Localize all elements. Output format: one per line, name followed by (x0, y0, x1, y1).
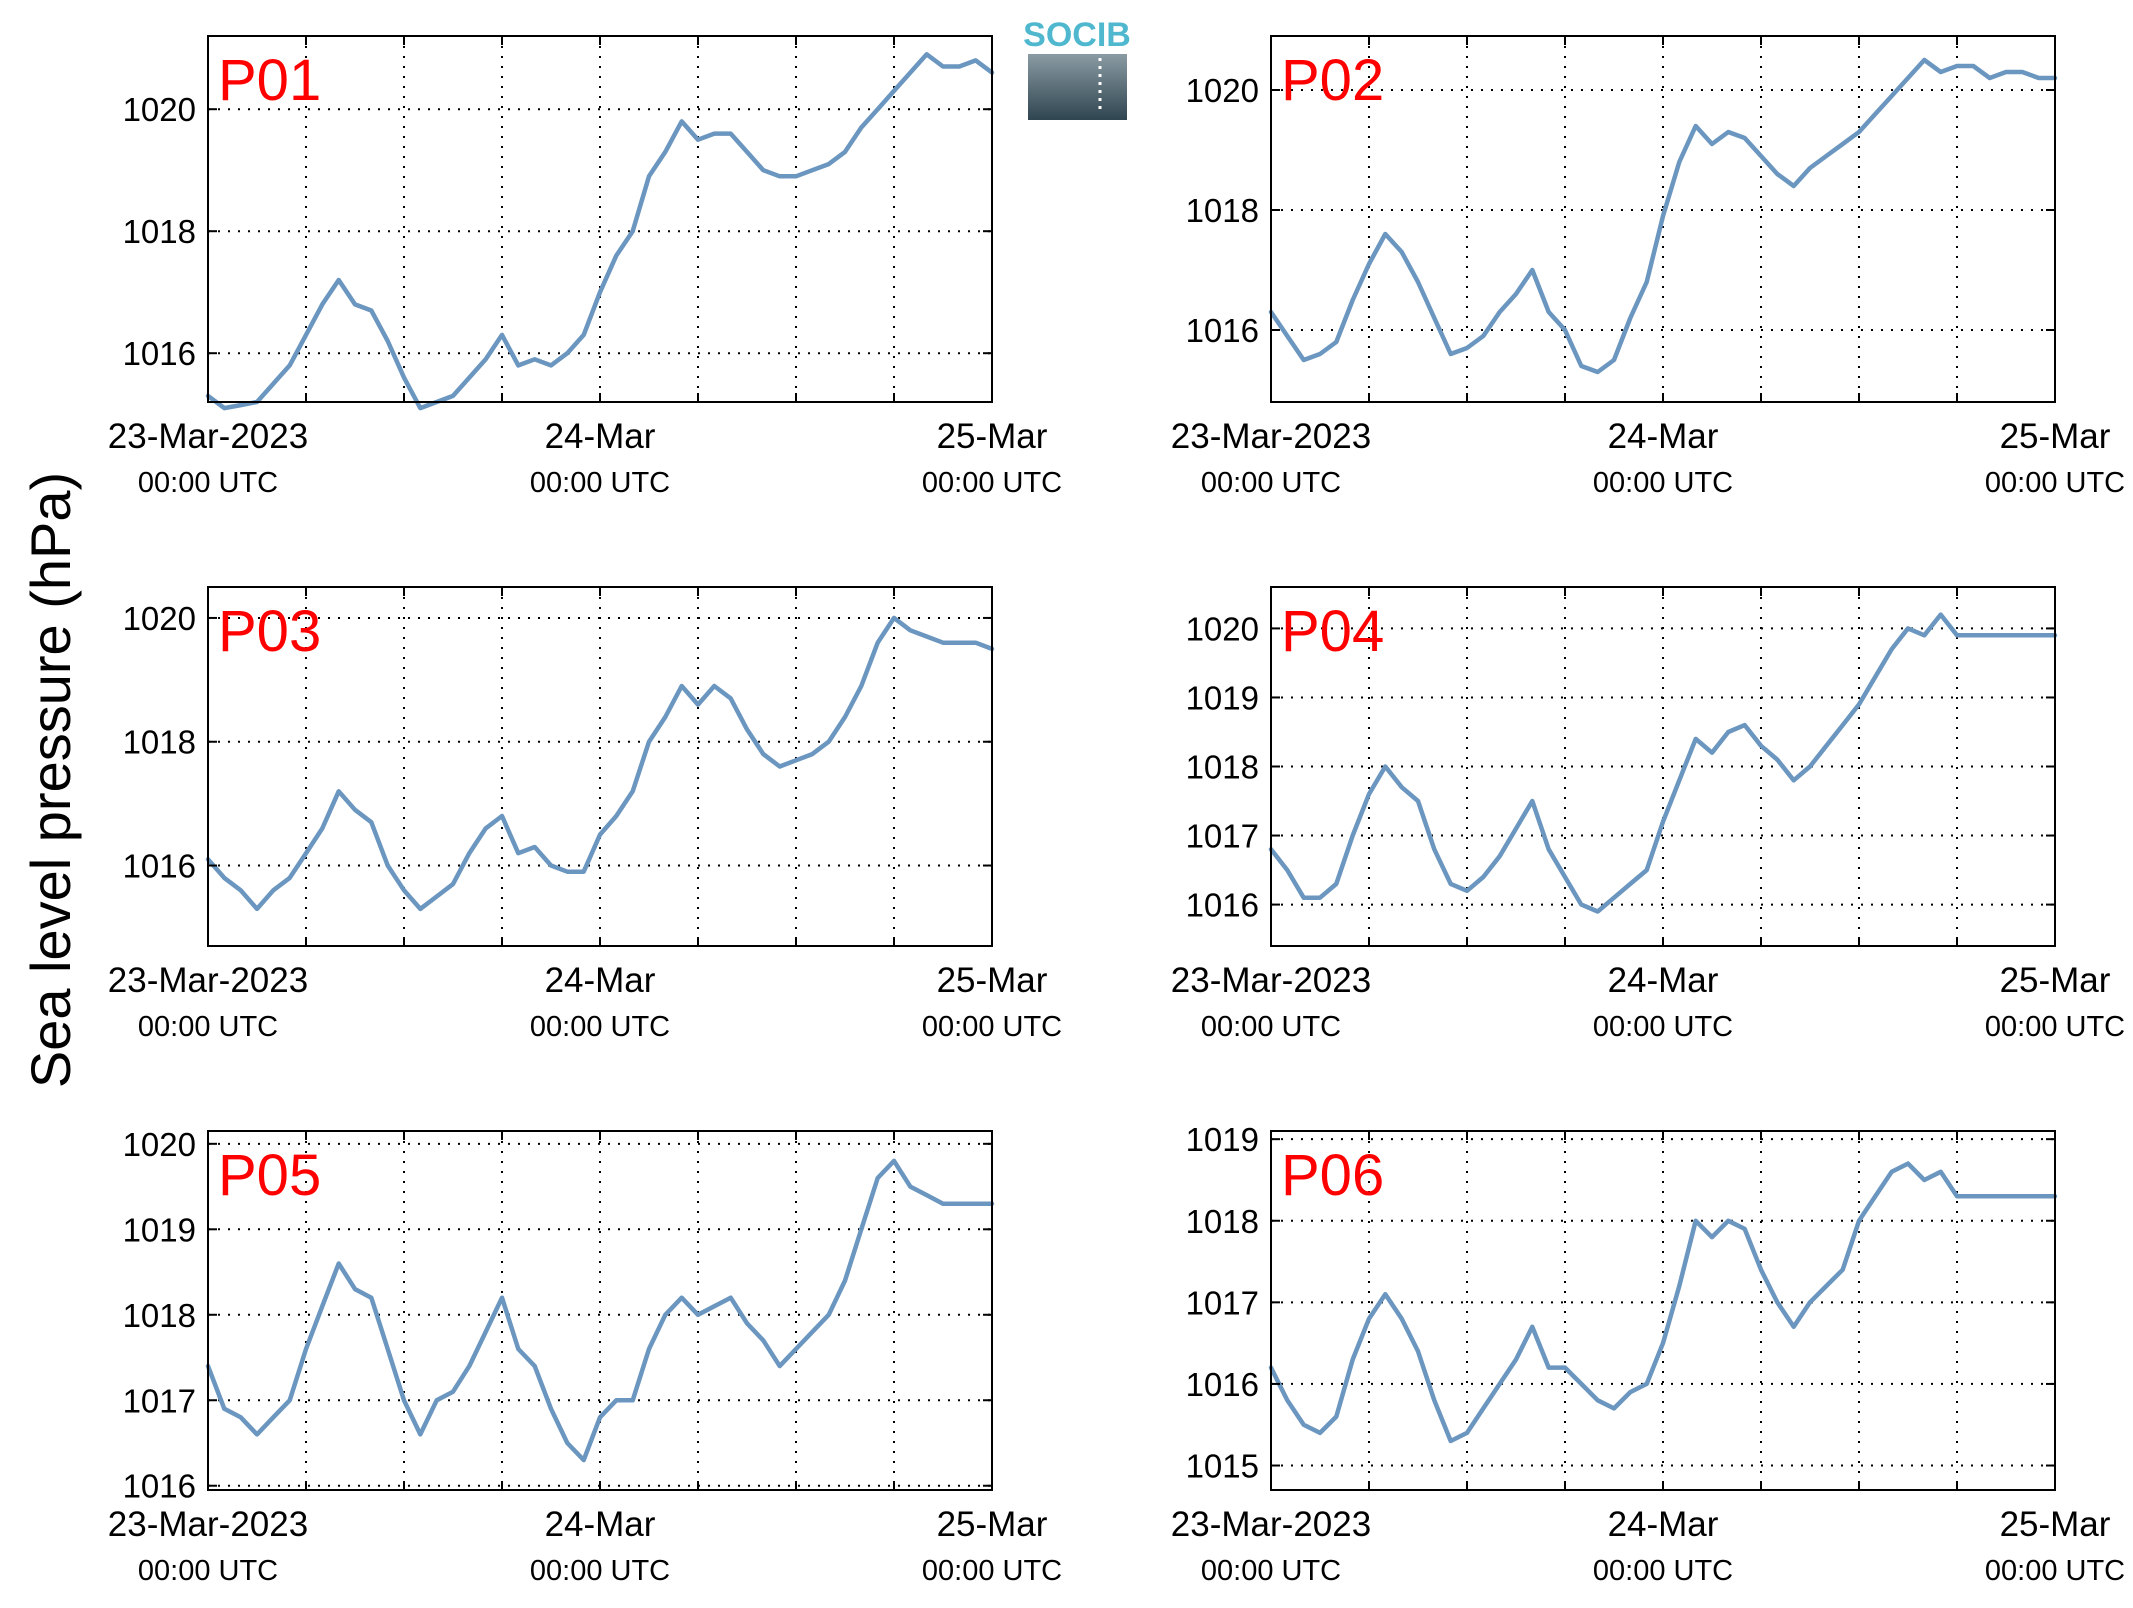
x-tick-label-time: 00:00 UTC (1201, 1011, 1341, 1043)
y-tick-label: 1018 (123, 213, 196, 250)
panel-p05: 1016 1017 1018 1019 1020 23-Mar-2023 00:00 UTC… (108, 1126, 1062, 1587)
panel-p03: 1016 1018 1020 23-Mar-2023 00:00 UTC 24-Mar 00… (108, 586, 1062, 1043)
y-tick-label: 1020 (123, 91, 196, 128)
x-tick-label-date: 24-Mar (545, 417, 656, 456)
y-tick-label: 1016 (1186, 887, 1259, 924)
y-tick-label: 1016 (123, 335, 196, 372)
panel-label: P01 (218, 48, 321, 113)
socib-logo-mark (1028, 54, 1127, 120)
y-tick-label: 1017 (1186, 818, 1259, 855)
series-line-p06 (1268, 1161, 2058, 1444)
series-line-p02 (1268, 57, 2058, 375)
x-tick-label-time: 00:00 UTC (922, 1011, 1062, 1043)
x-tick-label-time: 00:00 UTC (138, 467, 278, 499)
x-tick-label-date: 25-Mar (937, 961, 1048, 1000)
x-tick-label-date: 24-Mar (1608, 961, 1719, 1000)
x-tick-label-time: 00:00 UTC (138, 1555, 278, 1587)
y-tick-label: 1017 (1186, 1284, 1259, 1321)
x-tick-label-time: 00:00 UTC (1201, 1555, 1341, 1587)
x-tick-label-date: 23-Mar-2023 (108, 1505, 308, 1544)
x-tick-label-date: 24-Mar (1608, 417, 1719, 456)
y-tick-label: 1019 (1186, 1121, 1259, 1158)
axes-frame (1270, 1130, 2056, 1491)
series-line-p01 (205, 52, 995, 411)
panel-label: P06 (1281, 1143, 1384, 1208)
series-line-p05 (205, 1158, 995, 1463)
x-tick-label-time: 00:00 UTC (530, 1555, 670, 1587)
x-tick-label-time: 00:00 UTC (1985, 1555, 2125, 1587)
x-tick-label-date: 23-Mar-2023 (108, 961, 308, 1000)
panel-p01: 1016 1018 1020 23-Mar-2023 00:00 UTC 24-Mar 00… (108, 35, 1062, 499)
y-tick-label: 1020 (1186, 72, 1259, 109)
x-tick-label-time: 00:00 UTC (530, 1011, 670, 1043)
y-tick-label: 1016 (123, 848, 196, 885)
x-tick-label-date: 23-Mar-2023 (1171, 417, 1371, 456)
x-tick-label-date: 24-Mar (1608, 1505, 1719, 1544)
x-tick-label-date: 25-Mar (937, 417, 1048, 456)
y-tick-label: 1015 (1186, 1448, 1259, 1485)
x-tick-label-time: 00:00 UTC (1593, 1011, 1733, 1043)
panel-p04: 1016 1017 1018 1019 1020 23-Mar-2023 00:00 UTC… (1171, 586, 2125, 1043)
x-tick-label-date: 24-Mar (545, 1505, 656, 1544)
x-tick-label-time: 00:00 UTC (1593, 1555, 1733, 1587)
x-tick-label-date: 25-Mar (2000, 1505, 2111, 1544)
y-tick-label: 1019 (1186, 679, 1259, 716)
series-line-p03 (205, 615, 995, 912)
y-tick-label: 1018 (1186, 749, 1259, 786)
y-tick-label: 1020 (1186, 610, 1259, 647)
x-tick-label-date: 23-Mar-2023 (1171, 1505, 1371, 1544)
y-tick-label: 1017 (123, 1382, 196, 1419)
socib-logo-text: SOCIB (1023, 16, 1131, 54)
x-tick-label-date: 25-Mar (2000, 417, 2111, 456)
x-tick-label-time: 00:00 UTC (922, 1555, 1062, 1587)
panel-label: P03 (218, 599, 321, 664)
y-tick-label: 1018 (123, 724, 196, 761)
panel-label: P02 (1281, 48, 1384, 113)
y-tick-label: 1018 (1186, 192, 1259, 229)
x-tick-label-date: 24-Mar (545, 961, 656, 1000)
x-tick-label-date: 23-Mar-2023 (1171, 961, 1371, 1000)
x-tick-label-time: 00:00 UTC (1201, 467, 1341, 499)
panel-p06: 1015 1016 1017 1018 1019 23-Mar-2023 00:00 UTC… (1171, 1121, 2125, 1587)
y-tick-label: 1016 (123, 1468, 196, 1505)
panel-label: P04 (1281, 599, 1384, 664)
x-tick-label-time: 00:00 UTC (1985, 467, 2125, 499)
y-tick-label: 1019 (123, 1211, 196, 1248)
x-tick-label-time: 00:00 UTC (922, 467, 1062, 499)
panel-p02: 1016 1018 1020 23-Mar-2023 00:00 UTC 24-Mar 00… (1171, 35, 2125, 499)
y-tick-label: 1016 (1186, 1366, 1259, 1403)
x-tick-label-time: 00:00 UTC (1593, 467, 1733, 499)
x-tick-label-time: 00:00 UTC (530, 467, 670, 499)
y-tick-label: 1018 (1186, 1203, 1259, 1240)
x-tick-label-time: 00:00 UTC (138, 1011, 278, 1043)
y-tick-label: 1016 (1186, 312, 1259, 349)
y-tick-label: 1018 (123, 1297, 196, 1334)
panel-label: P05 (218, 1143, 321, 1208)
panel-grid: 1016 1018 1020 23-Mar-2023 00:00 UTC 24-Mar 00… (108, 35, 2125, 1587)
series-line-p04 (1268, 612, 2058, 914)
socib-logo: SOCIB (1023, 16, 1131, 120)
y-tick-label: 1020 (123, 600, 196, 637)
x-tick-label-date: 25-Mar (937, 1505, 1048, 1544)
y-tick-label: 1020 (123, 1126, 196, 1163)
axes-frame (207, 586, 993, 947)
x-tick-label-date: 25-Mar (2000, 961, 2111, 1000)
x-tick-label-date: 23-Mar-2023 (108, 417, 308, 456)
x-tick-label-time: 00:00 UTC (1985, 1011, 2125, 1043)
y-axis-label: Sea level pressure (hPa) (19, 472, 82, 1088)
